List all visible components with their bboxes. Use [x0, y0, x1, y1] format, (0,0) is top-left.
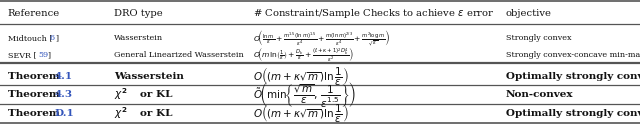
Text: Strongly convex: Strongly convex — [506, 34, 571, 42]
Text: 4.1: 4.1 — [54, 72, 72, 81]
Text: General Linearized Wasserstein: General Linearized Wasserstein — [114, 51, 244, 59]
Text: Theorem: Theorem — [8, 72, 63, 81]
Text: $\chi^{\mathbf{2}}$: $\chi^{\mathbf{2}}$ — [114, 106, 127, 121]
Text: or KL: or KL — [140, 109, 172, 118]
Text: 6: 6 — [50, 34, 55, 42]
Text: ]: ] — [47, 51, 51, 59]
Text: 59: 59 — [38, 51, 49, 59]
Text: Wasserstein: Wasserstein — [114, 34, 163, 42]
Text: or KL: or KL — [140, 90, 172, 99]
Text: $O\left(\left(m + \kappa\sqrt{m}\right) \ln \dfrac{1}{\epsilon}\right)$: $O\left(\left(m + \kappa\sqrt{m}\right) … — [253, 65, 349, 87]
Text: Midtouch [: Midtouch [ — [8, 34, 52, 42]
Text: SEVR [: SEVR [ — [8, 51, 36, 59]
Text: $O\!\left(\frac{\ln m}{\epsilon} + \frac{m^{1.5}(\ln m)^{1.5}}{\epsilon^4} + \fr: $O\!\left(\frac{\ln m}{\epsilon} + \frac… — [253, 28, 390, 48]
Text: $O\left(\left(m + \kappa\sqrt{m}\right) \ln \dfrac{1}{\epsilon}\right)$: $O\left(\left(m + \kappa\sqrt{m}\right) … — [253, 102, 349, 124]
Text: 4.3: 4.3 — [54, 90, 72, 99]
Text: D.1: D.1 — [54, 109, 74, 118]
Text: Optimally strongly convex: Optimally strongly convex — [506, 72, 640, 81]
Text: objective: objective — [506, 9, 552, 17]
Text: Theorem: Theorem — [8, 90, 63, 99]
Text: Wasserstein: Wasserstein — [114, 72, 184, 81]
Text: $\chi^{\mathbf{2}}$: $\chi^{\mathbf{2}}$ — [114, 86, 127, 102]
Text: $O\!\left(m \ln\!\left(\frac{1}{\epsilon}\right) + \frac{D_k}{\epsilon} + \frac{: $O\!\left(m \ln\!\left(\frac{1}{\epsilon… — [253, 47, 353, 64]
Text: $\tilde{O}\!\left(\min\!\left\{\dfrac{\sqrt{m}}{\epsilon},\, \dfrac{1}{\epsilon^: $\tilde{O}\!\left(\min\!\left\{\dfrac{\s… — [253, 80, 356, 109]
Text: ]: ] — [55, 34, 58, 42]
Text: DRO type: DRO type — [114, 9, 163, 17]
Text: Strongly convex-concave min-max: Strongly convex-concave min-max — [506, 51, 640, 59]
Text: # Constraint/Sample Checks to achieve $\epsilon$ error: # Constraint/Sample Checks to achieve $\… — [253, 7, 494, 19]
Text: Theorem: Theorem — [8, 109, 63, 118]
Text: Reference: Reference — [8, 9, 60, 17]
Text: Non-convex: Non-convex — [506, 90, 573, 99]
Text: Optimally strongly convex: Optimally strongly convex — [506, 109, 640, 118]
